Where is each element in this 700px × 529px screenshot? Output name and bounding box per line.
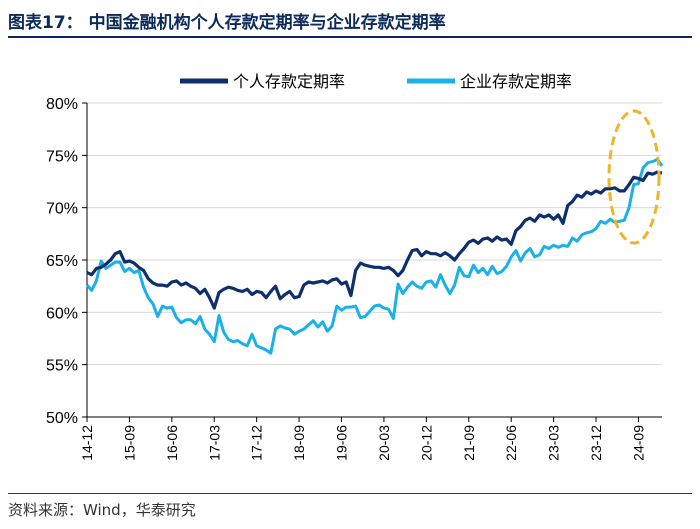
y-tick-label: 70%	[46, 201, 78, 218]
legend-label: 个人存款定期率	[233, 72, 345, 91]
y-axis-ticks: 50% 55% 60% 65% 70% 75% 80%	[46, 96, 88, 427]
x-tick-label: 20-12	[418, 425, 434, 461]
y-tick-label: 60%	[46, 305, 78, 322]
x-tick-label: 14-12	[79, 425, 95, 461]
x-tick-label: 16-06	[164, 425, 180, 461]
highlight-ellipse	[607, 109, 661, 245]
x-tick-label: 18-09	[291, 425, 307, 461]
legend-label: 企业存款定期率	[460, 72, 572, 91]
highlight-annotation	[607, 109, 661, 245]
x-tick-label: 17-03	[206, 425, 222, 461]
x-tick-label: 19-06	[334, 425, 350, 461]
series-line-corporate	[85, 158, 664, 355]
series-line-personal	[86, 170, 663, 310]
x-tick-label: 17-12	[249, 425, 265, 461]
figure-title: 图表17： 中国金融机构个人存款定期率与企业存款定期率	[8, 13, 446, 33]
x-tick-label: 24-09	[630, 425, 646, 461]
y-tick-label: 75%	[46, 148, 78, 165]
x-tick-label: 23-03	[546, 425, 562, 461]
source-rule	[8, 493, 692, 494]
y-tick-label: 65%	[46, 253, 78, 270]
series-lines	[85, 158, 664, 355]
y-tick-label: 80%	[46, 96, 78, 113]
x-tick-label: 22-06	[503, 425, 519, 461]
x-tick-label: 21-09	[461, 425, 477, 461]
x-axis: 14-12 15-09 16-06 17-03 17-12 18-09 19-06 20-03…	[79, 416, 662, 461]
title-rule	[8, 36, 692, 38]
x-tick-label: 15-09	[121, 425, 137, 461]
y-tick-label: 55%	[46, 358, 78, 375]
legend: 个人存款定期率 企业存款定期率	[180, 72, 572, 91]
y-tick-label: 50%	[46, 410, 78, 427]
y-gridlines	[87, 102, 662, 366]
x-tick-label: 20-03	[376, 425, 392, 461]
x-tick-label: 23-12	[588, 425, 604, 461]
source-note: 资料来源：Wind，华泰研究	[8, 501, 196, 519]
